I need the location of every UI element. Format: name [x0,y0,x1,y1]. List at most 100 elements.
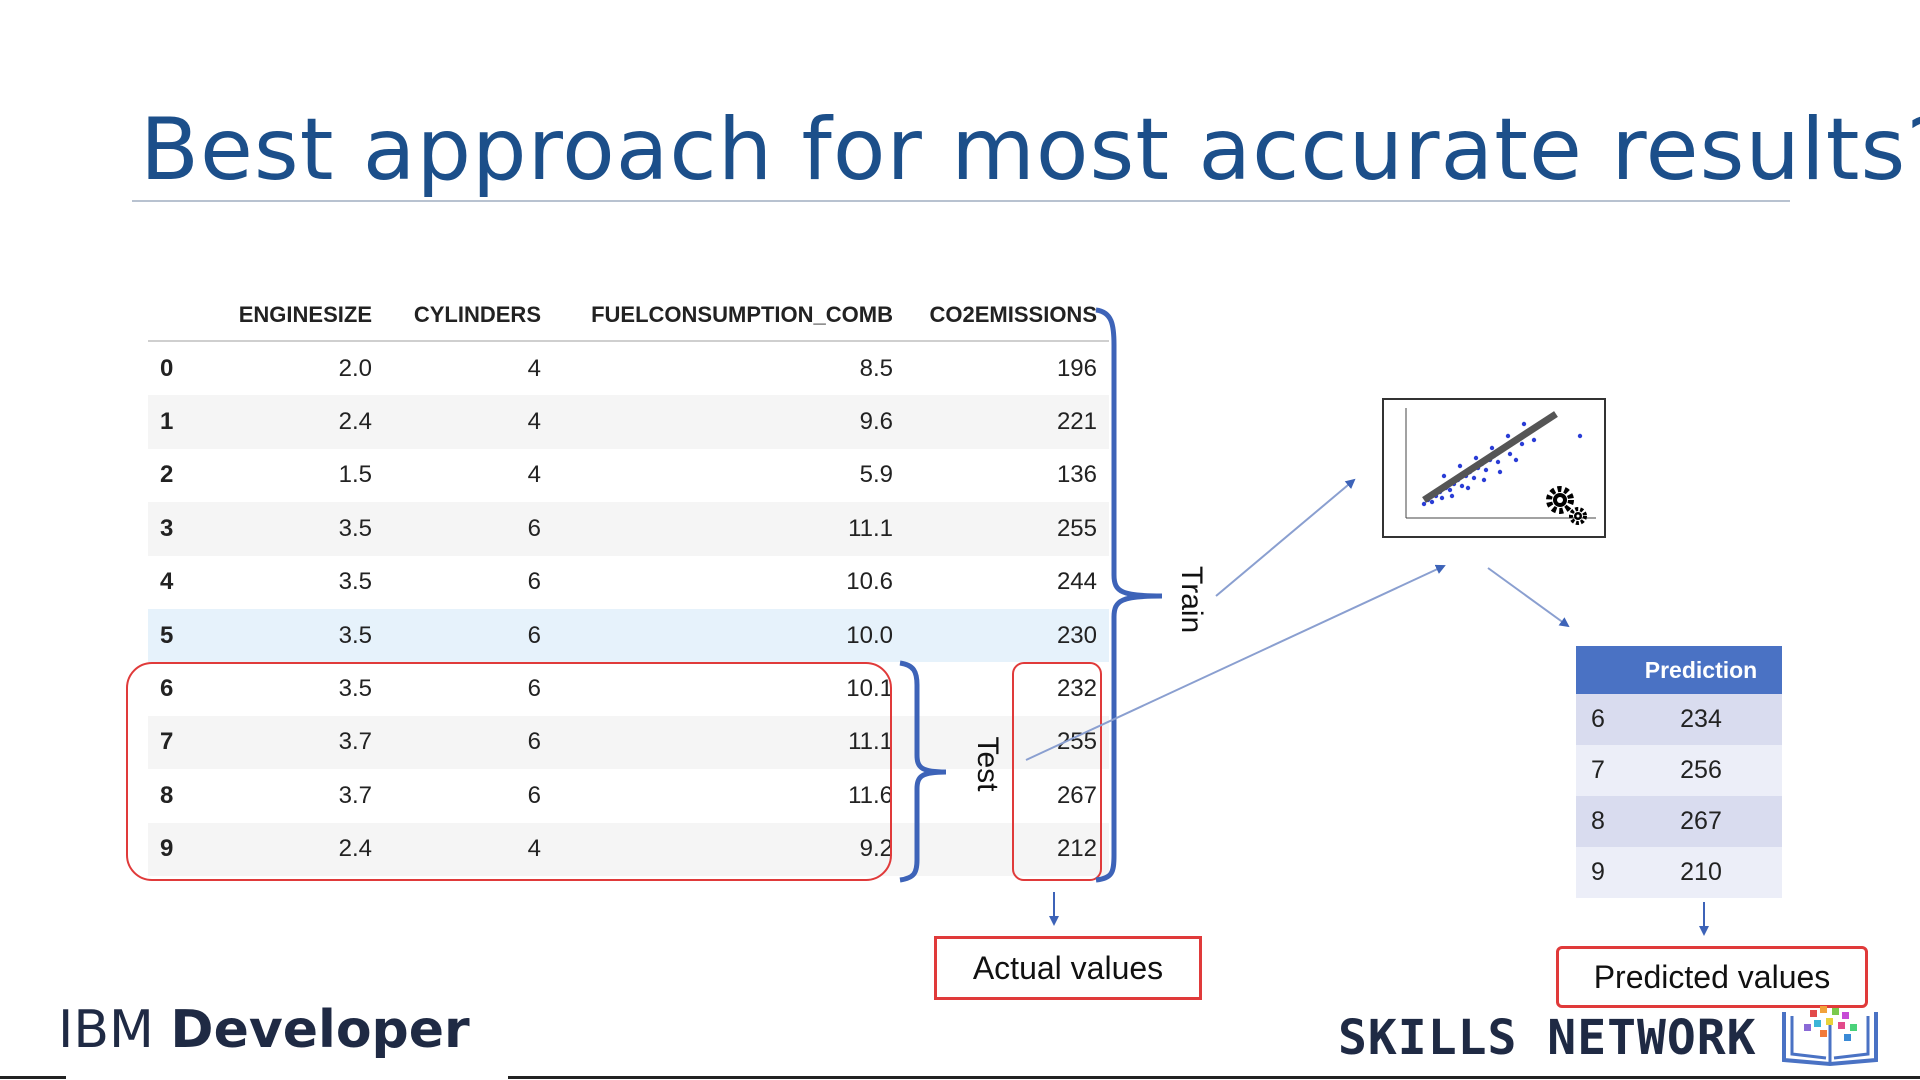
prediction-header-row: Prediction [1576,646,1782,694]
cell-enginesize: 3.7 [338,781,372,809]
prediction-index: 7 [1576,745,1620,796]
cell-cylinders: 4 [527,461,541,489]
train-bracket [1095,307,1163,883]
col-header-fuelconsumption: FUELCONSUMPTION_COMB [553,290,905,342]
table-row: 9 2.4 4 9.2 212 [148,822,1109,876]
train-label: Train [1175,566,1208,634]
cell-cylinders: 6 [527,568,541,596]
cell-enginesize: 3.7 [212,715,384,770]
actual-values-outline [1012,662,1102,881]
arrow-train-to-model [1215,478,1356,597]
test-label: Test [971,736,1004,792]
cell-co2emissions: 232 [1056,675,1097,703]
cell-fuelconsumption: 9.6 [553,395,905,449]
cell-cylinders: 6 [527,781,541,809]
cell-co2emissions: 196 [1056,354,1097,382]
cell-co2emissions: 136 [1056,461,1097,489]
prediction-row: 9 210 [1576,847,1782,898]
slide-title: Best approach for most accurate results? [140,100,1920,200]
cell-fuelconsumption: 9.2 [553,822,905,876]
cell-enginesize: 1.5 [338,461,372,489]
cell-fuelconsumption: 11.1 [553,715,905,770]
table-row: 0 2.0 4 8.5 196 [148,341,1109,395]
prediction-index: 9 [1576,847,1620,898]
test-rows-outline [126,662,892,881]
test-bracket [899,660,947,883]
prediction-value: 267 [1620,796,1782,847]
prediction-value: 256 [1620,745,1782,796]
cell-cylinders: 6 [384,608,553,663]
row-index: 0 [160,354,174,382]
cell-fuelconsumption: 8.5 [859,354,893,382]
col-header-co2emissions: CO2EMISSIONS [905,290,1109,342]
cell-enginesize: 2.4 [212,395,384,449]
table-row: 2 1.5 4 5.9 136 [148,449,1109,502]
prediction-index: 6 [1576,694,1620,745]
cell-cylinders: 6 [527,675,541,703]
table-row-highlighted: 5 3.5 6 10.0 230 [148,608,1109,663]
cell-co2emissions: 255 [905,502,1109,556]
cell-co2emissions: 221 [905,395,1109,449]
cell-enginesize: 3.5 [212,502,384,556]
row-index: 4 [160,568,174,596]
row-index: 1 [148,395,212,449]
cell-cylinders: 4 [384,822,553,876]
row-index: 8 [160,781,174,809]
prediction-index: 8 [1576,796,1620,847]
gear-icon [1546,486,1587,525]
cell-co2emissions: 255 [905,715,1109,770]
cell-fuelconsumption: 10.0 [553,608,905,663]
cell-co2emissions: 267 [1056,781,1097,809]
prediction-value: 210 [1620,847,1782,898]
cell-cylinders: 4 [384,395,553,449]
table-row: 4 3.5 6 10.6 244 [148,556,1109,609]
table-row: 7 3.7 6 11.1 255 [148,715,1109,770]
bottom-divider-right [508,1076,1920,1079]
prediction-table: Prediction 6 234 7 256 8 267 9 210 [1576,646,1782,898]
row-index: 5 [148,608,212,663]
col-header-cylinders: CYLINDERS [384,290,553,342]
scatter-plot-icon [1405,408,1596,525]
title-underline [132,200,1790,202]
cell-fuelconsumption: 5.9 [859,461,893,489]
cell-enginesize: 3.5 [338,568,372,596]
row-index: 3 [148,502,212,556]
col-header-index [148,290,212,342]
bottom-divider-left [0,1076,66,1079]
predicted-values-label: Predicted values [1556,946,1868,1008]
cell-cylinders: 6 [384,715,553,770]
prediction-header: Prediction [1620,646,1782,694]
row-index: 6 [160,675,174,703]
table-row: 1 2.4 4 9.6 221 [148,395,1109,449]
prediction-row: 7 256 [1576,745,1782,796]
row-index: 2 [160,461,174,489]
arrow-test-to-model [1025,564,1446,761]
cell-co2emissions: 212 [905,822,1109,876]
skills-network-logo: SKILLS NETWORK [1338,1010,1757,1066]
cell-cylinders: 6 [384,502,553,556]
table-row: 3 3.5 6 11.1 255 [148,502,1109,556]
cell-fuelconsumption: 11.6 [848,781,893,809]
arrow-model-to-prediction [1487,567,1570,628]
book-icon [1782,1006,1878,1067]
prediction-index-header [1576,646,1620,694]
cell-co2emissions: 244 [1056,568,1097,596]
cell-cylinders: 4 [527,354,541,382]
model-thumbnail [1382,398,1606,538]
table-row: 8 3.7 6 11.6 267 [148,769,1109,822]
row-index: 7 [148,715,212,770]
row-index: 9 [148,822,212,876]
cell-enginesize: 2.0 [338,354,372,382]
cell-enginesize: 3.5 [212,608,384,663]
prediction-row: 6 234 [1576,694,1782,745]
dataset-table: ENGINESIZE CYLINDERS FUELCONSUMPTION_COM… [148,290,1109,876]
actual-values-label: Actual values [934,936,1202,1000]
cell-fuelconsumption: 10.6 [846,568,893,596]
cell-fuelconsumption: 11.1 [553,502,905,556]
prediction-value: 234 [1620,694,1782,745]
table-header-row: ENGINESIZE CYLINDERS FUELCONSUMPTION_COM… [148,290,1109,342]
cell-co2emissions: 230 [905,608,1109,663]
cell-enginesize: 2.4 [212,822,384,876]
prediction-row: 8 267 [1576,796,1782,847]
